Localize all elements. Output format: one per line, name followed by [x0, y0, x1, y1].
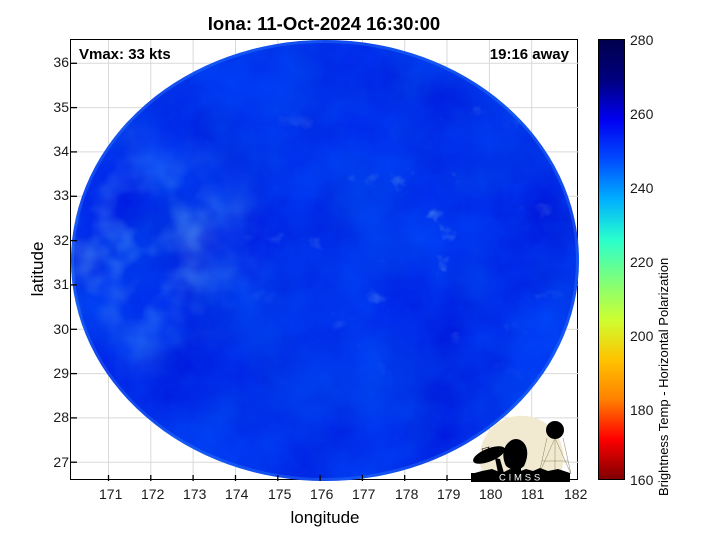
svg-text:CIMSS: CIMSS [499, 472, 543, 482]
